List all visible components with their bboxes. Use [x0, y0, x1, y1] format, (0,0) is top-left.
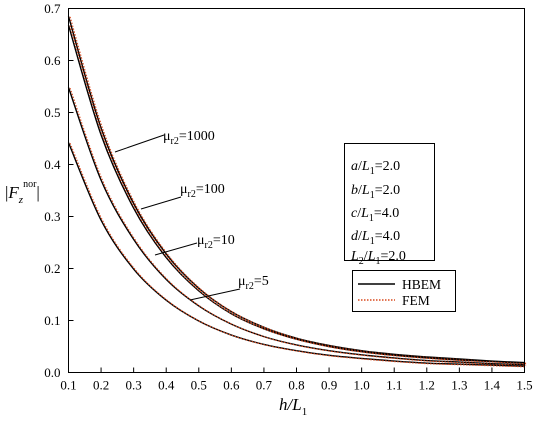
plot-frame	[68, 8, 525, 373]
x-tick-label: 1.0	[354, 378, 370, 393]
y-tick-label: 0.6	[44, 53, 61, 68]
x-tick-label: 1.3	[451, 378, 467, 393]
legend-label-fem: FEM	[402, 293, 430, 308]
curve-label-leader	[154, 242, 198, 256]
param-a: a/L1=2.0	[351, 159, 400, 177]
legend: HBEM FEM	[352, 270, 456, 312]
x-tick-label: 1.1	[386, 378, 402, 393]
y-axis-label: |Fznor|	[5, 179, 40, 206]
x-axis-label: h/L1	[279, 395, 307, 418]
x-tick-label: 0.3	[126, 378, 142, 393]
x-tick-label: 0.7	[256, 378, 273, 393]
y-tick-label: 0.4	[44, 157, 61, 172]
curve-label-5: μr2=5	[189, 274, 269, 301]
series-line-fem	[69, 143, 527, 368]
svg-text:μr2=100: μr2=100	[180, 182, 225, 200]
curve-label-100: μr2=100	[140, 182, 225, 210]
y-tick-label: 0.3	[44, 209, 60, 224]
param-l2: L2/L1=2.0	[350, 249, 406, 267]
x-tick-label: 1.4	[484, 378, 501, 393]
series-line-hbem	[67, 142, 525, 367]
svg-text:μr2=5: μr2=5	[238, 274, 269, 292]
x-tick-label: 0.4	[158, 378, 175, 393]
y-tick-label: 0.2	[44, 261, 60, 276]
curve-label-10: μr2=10	[154, 233, 235, 256]
y-tick-label: 0.7	[44, 1, 61, 16]
y-tick-label: 0.5	[44, 105, 60, 120]
series-line-fem	[69, 16, 527, 364]
x-tick-label: 1.2	[419, 378, 435, 393]
y-tick-label: 0.0	[44, 365, 60, 380]
series-line-hbem	[67, 16, 525, 364]
y-tick-label: 0.1	[44, 313, 60, 328]
x-tick-label: 0.9	[321, 378, 337, 393]
svg-text:μr2=10: μr2=10	[197, 233, 235, 251]
legend-label-hbem: HBEM	[402, 277, 441, 292]
x-tick-label: 0.8	[288, 378, 304, 393]
x-tick-label: 1.5	[516, 378, 532, 393]
x-tick-label: 0.2	[93, 378, 109, 393]
param-c: c/L1=4.0	[351, 206, 399, 224]
series-line-fem	[69, 25, 527, 365]
x-tick-label: 0.1	[60, 378, 76, 393]
curve-label-1000: μr2=1000	[114, 129, 215, 153]
series-line-hbem	[67, 24, 525, 364]
param-d: d/L1=4.0	[351, 229, 400, 247]
curve-label-leader	[114, 134, 165, 153]
svg-text:μr2=1000: μr2=1000	[163, 129, 215, 147]
param-b: b/L1=2.0	[351, 183, 400, 201]
curve-label-leader	[189, 288, 241, 301]
x-tick-label: 0.5	[191, 378, 207, 393]
series-line-fem	[69, 87, 527, 366]
x-tick-label: 0.6	[223, 378, 240, 393]
curve-label-leader	[140, 196, 182, 210]
series-line-hbem	[67, 87, 525, 366]
parameters-box: a/L1=2.0 b/L1=2.0 c/L1=4.0 d/L1=4.0 L2/L…	[344, 143, 435, 267]
